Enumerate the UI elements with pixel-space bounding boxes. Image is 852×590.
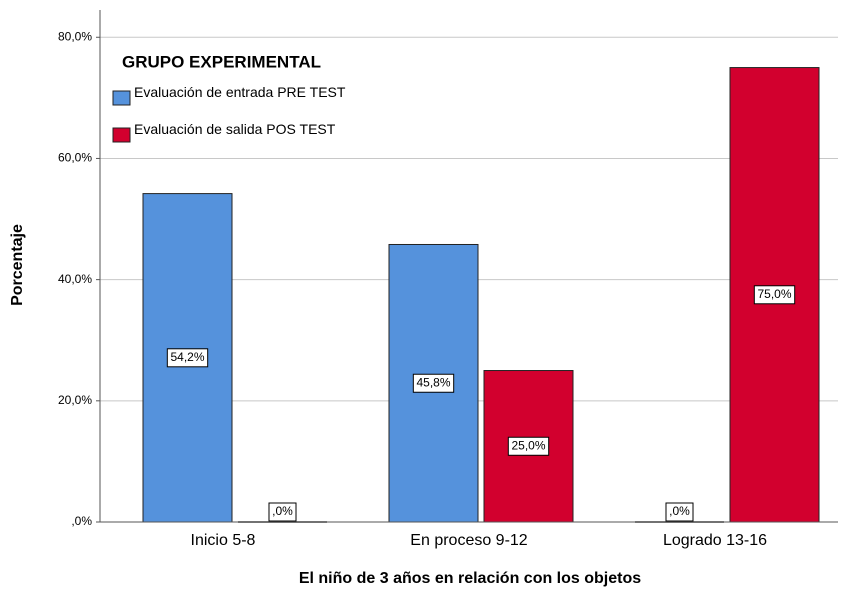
y-tick-label: 20,0% — [58, 393, 92, 407]
legend-label: Evaluación de entrada PRE TEST — [134, 86, 346, 100]
x-axis-label: El niño de 3 años en relación con los ob… — [299, 570, 641, 587]
data-label-box — [166, 348, 209, 368]
data-label-group: 45,8% — [412, 373, 455, 393]
data-label: ,0% — [272, 504, 293, 518]
data-label-group: ,0% — [665, 502, 694, 522]
x-tick-label: En proceso 9-12 — [410, 532, 528, 549]
data-label: 75,0% — [757, 287, 791, 301]
data-label-box — [753, 285, 796, 305]
data-label-box — [268, 502, 297, 522]
legend-item: Evaluación de entrada PRE TEST — [134, 86, 346, 100]
data-label-box — [507, 436, 550, 456]
x-tick-label: Logrado 13-16 — [663, 532, 767, 549]
data-label-box — [412, 373, 455, 393]
data-label: 54,2% — [170, 350, 204, 364]
y-tick-label: 40,0% — [58, 272, 92, 286]
data-label: ,0% — [669, 504, 690, 518]
data-label-group: 75,0% — [753, 285, 796, 305]
legend-swatch — [112, 90, 131, 106]
y-tick-label: ,0% — [71, 514, 92, 528]
legend-title: GRUPO EXPERIMENTAL — [122, 52, 321, 71]
legend-swatch — [112, 127, 131, 143]
data-label: 45,8% — [416, 375, 450, 389]
bar — [483, 370, 574, 523]
data-label-group: 54,2% — [166, 348, 209, 368]
legend-item: Evaluación de salida POS TEST — [134, 123, 336, 137]
x-tick-label: Inicio 5-8 — [191, 532, 256, 549]
y-tick-label: 60,0% — [58, 151, 92, 165]
data-label-group: 25,0% — [507, 436, 550, 456]
data-label-group: ,0% — [268, 502, 297, 522]
data-label-box — [665, 502, 694, 522]
y-axis-label: Porcentaje — [9, 224, 26, 306]
data-label: 25,0% — [511, 438, 545, 452]
y-tick-label: 80,0% — [58, 29, 92, 43]
legend-label: Evaluación de salida POS TEST — [134, 123, 336, 137]
